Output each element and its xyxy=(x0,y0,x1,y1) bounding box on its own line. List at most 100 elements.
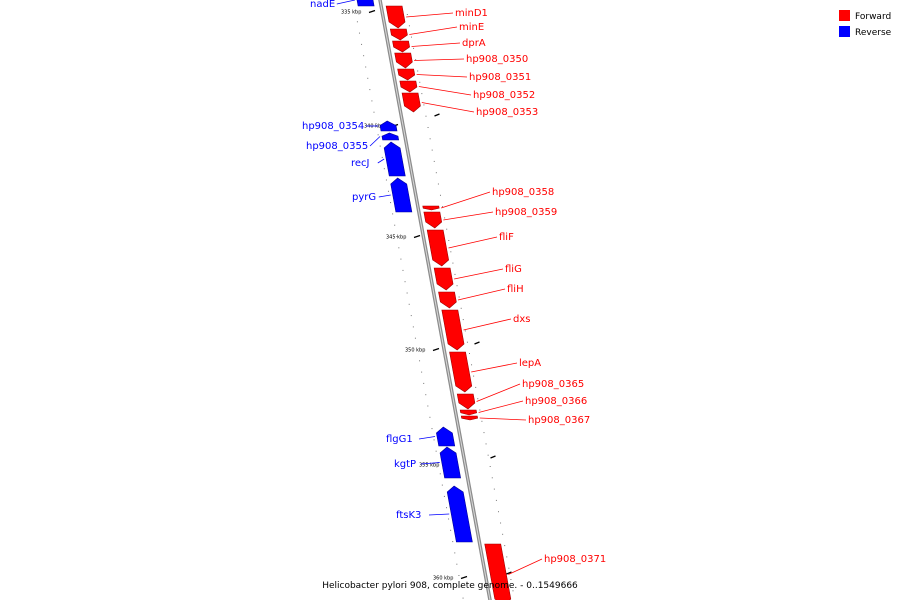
minor-tick xyxy=(443,495,445,497)
gene-flgg1[interactable] xyxy=(436,426,456,447)
gene-hp908_0371[interactable] xyxy=(484,543,512,600)
minor-tick xyxy=(464,330,466,332)
gene-label[interactable]: hp908_0351 xyxy=(469,72,531,83)
gene-label[interactable]: hp908_0355 xyxy=(306,141,368,152)
minor-tick xyxy=(392,213,394,215)
gene-label[interactable]: kgtP xyxy=(394,459,416,470)
gene-label[interactable]: hp908_0365 xyxy=(522,379,584,390)
gene-leader-line xyxy=(457,288,506,301)
minor-tick xyxy=(402,269,404,271)
minor-tick xyxy=(448,518,450,520)
gene-label[interactable]: hp908_0367 xyxy=(528,415,590,426)
gene-label[interactable]: pyrG xyxy=(352,192,376,203)
minor-tick xyxy=(452,262,454,264)
minor-tick xyxy=(458,296,460,298)
gene-flih[interactable] xyxy=(438,291,457,309)
minor-tick xyxy=(431,149,433,151)
gene-hp908_0351[interactable] xyxy=(397,68,416,81)
gene-label[interactable]: ftsK3 xyxy=(396,510,421,521)
gene-label[interactable]: hp908_0358 xyxy=(492,187,554,198)
gene-leader-line xyxy=(418,436,436,440)
gene-label[interactable]: fliG xyxy=(505,264,522,275)
gene-hp908_0350[interactable] xyxy=(394,52,413,69)
gene-flif[interactable] xyxy=(426,229,449,267)
minor-tick xyxy=(412,326,414,328)
gene-hp908_0365[interactable] xyxy=(456,393,476,410)
gene-nade[interactable] xyxy=(356,0,375,7)
gene-leader-line xyxy=(471,362,518,373)
minor-tick xyxy=(510,579,512,580)
gene-leader-line xyxy=(448,236,498,249)
gene-hp908_0353[interactable] xyxy=(401,92,421,113)
gene-dpra[interactable] xyxy=(392,40,410,53)
minor-tick xyxy=(408,25,410,27)
major-tick xyxy=(413,234,421,239)
minor-tick xyxy=(460,307,462,309)
gene-lepa[interactable] xyxy=(449,351,473,393)
minor-tick xyxy=(419,81,421,83)
gene-label[interactable]: flgG1 xyxy=(386,434,413,445)
minor-tick xyxy=(416,349,418,350)
gene-dxs[interactable] xyxy=(441,309,465,351)
major-tick xyxy=(490,455,496,459)
gene-label[interactable]: minD1 xyxy=(455,8,488,19)
minor-tick xyxy=(383,168,385,170)
gene-leader-line xyxy=(378,194,391,198)
gene-label[interactable]: dprA xyxy=(462,38,486,49)
minor-tick xyxy=(446,228,448,230)
minor-tick xyxy=(460,586,462,588)
gene-label[interactable]: hp908_0359 xyxy=(495,207,557,218)
gene-leader-line xyxy=(418,86,472,96)
gene-hp908_0366[interactable] xyxy=(459,409,478,416)
tick-layer: 335 kbp 340 kbp 345 kbp 350 kbp 355 kbp 360 k… xyxy=(341,9,514,599)
gene-pyrg[interactable] xyxy=(390,177,413,213)
gene-mind1[interactable] xyxy=(385,5,406,29)
gene-label[interactable]: dxs xyxy=(513,314,530,325)
gene-hp908_0352[interactable] xyxy=(399,80,418,93)
minor-tick xyxy=(408,303,410,305)
gene-label[interactable]: hp908_0353 xyxy=(476,107,538,118)
minor-tick xyxy=(375,123,377,124)
gene-hp908_0355[interactable] xyxy=(381,132,400,141)
gene-kgtp[interactable] xyxy=(439,446,461,479)
gene-hp908_0354[interactable] xyxy=(379,120,398,132)
gene-label[interactable]: hp908_0352 xyxy=(473,90,535,101)
minor-tick xyxy=(373,111,375,113)
tick-label: 345 kbp xyxy=(386,235,406,241)
gene-hp908_0367[interactable] xyxy=(460,415,479,421)
minor-tick xyxy=(512,590,514,592)
minor-tick xyxy=(406,14,408,15)
gene-hp908_0359[interactable] xyxy=(423,211,443,229)
gene-label[interactable]: hp908_0371 xyxy=(544,554,606,565)
minor-tick xyxy=(417,70,419,72)
gene-leader-line xyxy=(409,26,458,35)
minor-tick xyxy=(400,258,402,260)
gene-label[interactable]: nadE xyxy=(310,0,335,10)
major-tick xyxy=(368,9,376,14)
minor-tick xyxy=(444,217,446,219)
gene-label[interactable]: recJ xyxy=(351,158,370,169)
gene-recj[interactable] xyxy=(383,141,406,177)
gene-label[interactable]: fliF xyxy=(499,232,514,243)
gene-hp908_0358[interactable] xyxy=(422,205,440,211)
label-layer: nadE minD1 minE dprA hp908_0350 hp908_0351 hp9… xyxy=(302,0,606,575)
gene-label[interactable]: hp908_0366 xyxy=(525,396,587,407)
minor-tick xyxy=(410,36,412,38)
gene-label[interactable]: minE xyxy=(459,22,484,33)
minor-tick xyxy=(471,364,473,366)
gene-label[interactable]: fliH xyxy=(507,284,524,295)
minor-tick xyxy=(385,179,387,181)
minor-tick xyxy=(493,488,495,490)
gene-label[interactable]: hp908_0350 xyxy=(466,54,528,65)
gene-mine[interactable] xyxy=(389,28,408,41)
gene-label[interactable]: lepA xyxy=(519,358,541,369)
minor-tick xyxy=(369,89,371,91)
minor-tick xyxy=(404,281,406,283)
minor-tick xyxy=(473,375,475,377)
gene-label[interactable]: hp908_0354 xyxy=(302,121,364,132)
minor-tick xyxy=(502,533,504,535)
tick-label: 335 kbp xyxy=(341,10,361,16)
minor-tick xyxy=(398,247,400,249)
gene-ftsk3[interactable] xyxy=(446,485,473,543)
gene-flig[interactable] xyxy=(433,267,454,291)
